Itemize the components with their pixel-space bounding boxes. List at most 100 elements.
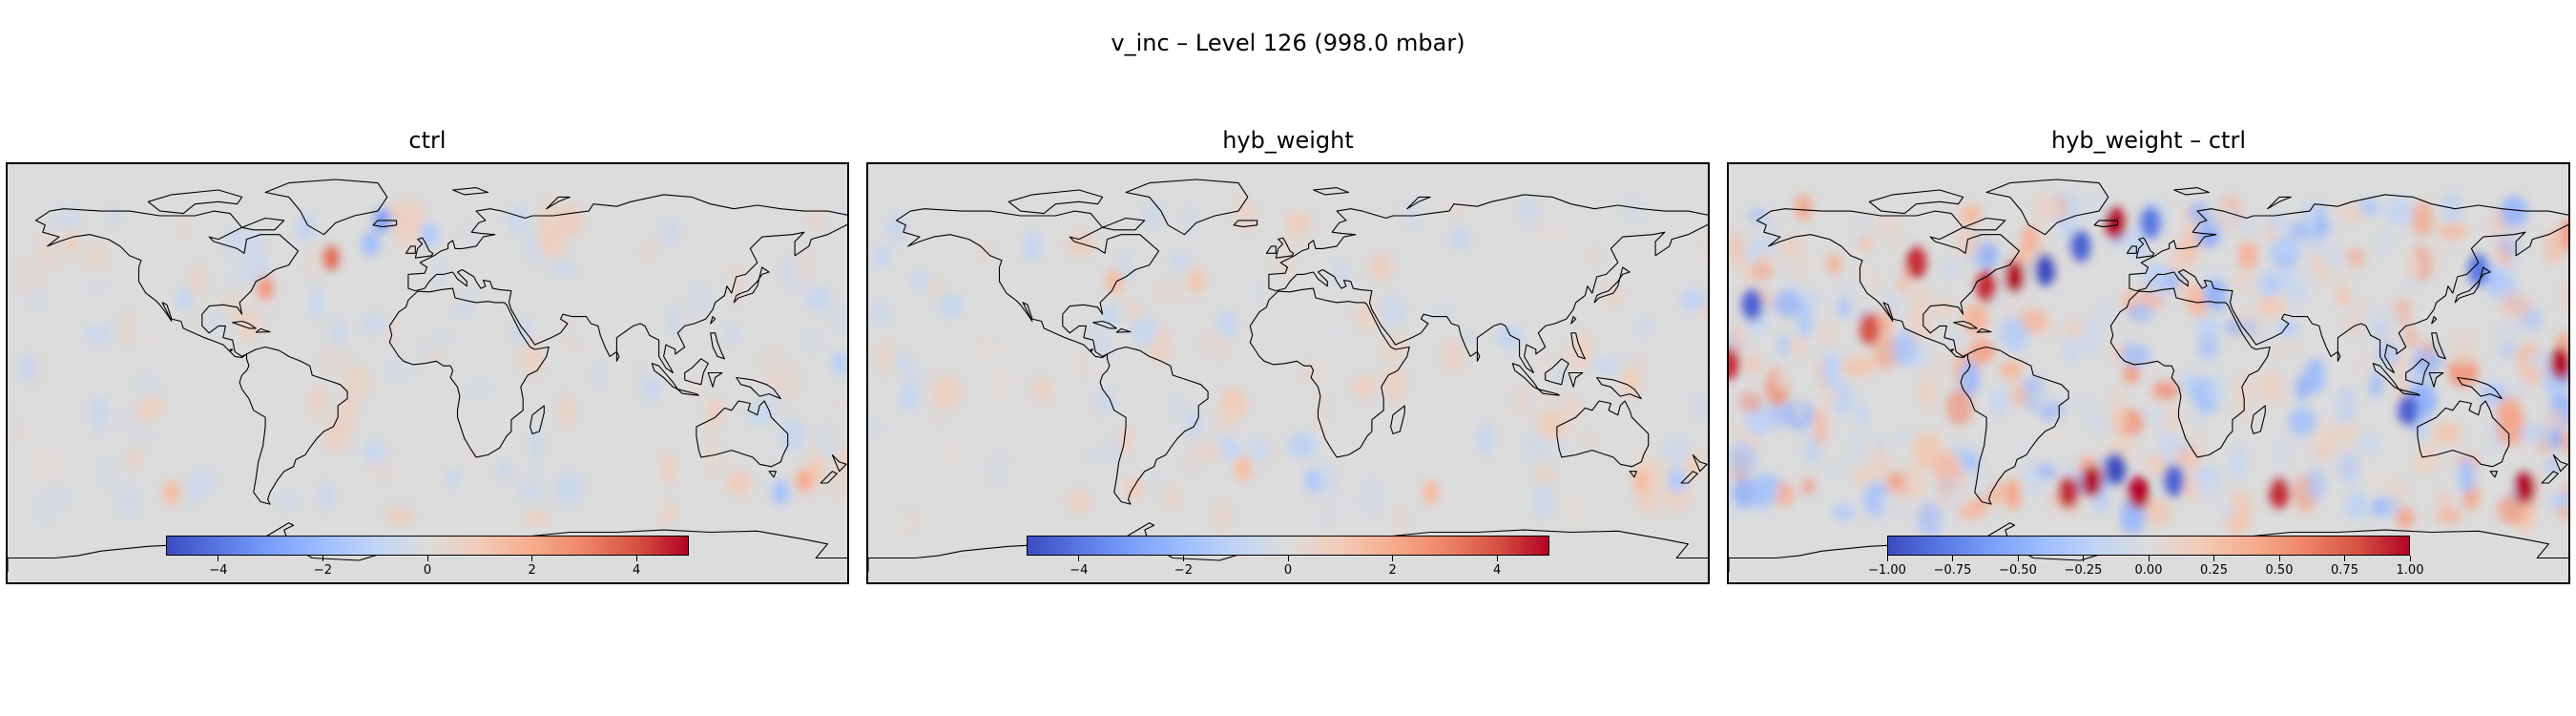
field-blob: [924, 278, 951, 297]
field-blob: [438, 290, 464, 308]
colorbar-gradient: [166, 536, 689, 556]
field-blob: [1774, 237, 1805, 255]
field-blob: [319, 480, 335, 512]
field-blob: [2207, 200, 2234, 233]
field-blob: [708, 503, 726, 532]
field-blob: [1403, 195, 1419, 233]
field-blob: [522, 509, 551, 527]
coastline: [2173, 187, 2210, 196]
colorbar-tick-label: −1.00: [1868, 563, 1906, 578]
field-blob: [558, 202, 582, 238]
field-blob: [875, 341, 894, 376]
field-blob: [2504, 313, 2523, 344]
field-blob: [1588, 246, 1602, 264]
field-blob: [2411, 448, 2441, 476]
coastline: [1511, 363, 1539, 390]
field-blob: [2187, 284, 2209, 317]
field-blob: [2303, 358, 2327, 393]
field-blob: [1316, 346, 1345, 383]
field-blob: [447, 469, 460, 488]
field-blob: [459, 219, 473, 251]
field-blob: [176, 286, 194, 311]
colorbar-tick-label: −0.50: [1999, 563, 2037, 578]
field-blob: [1731, 419, 1747, 443]
field-blob: [197, 387, 222, 418]
field-blob: [1960, 359, 1980, 397]
field-blob: [2368, 463, 2394, 493]
field-blob: [120, 308, 134, 345]
field-blob: [223, 225, 254, 258]
field-blob: [1446, 401, 1471, 432]
anomaly-mark: [2128, 475, 2150, 509]
anomaly-mark: [795, 468, 813, 494]
colorbar-tick-label: −2: [1174, 563, 1193, 578]
coastline: [1868, 189, 1964, 215]
field-blob: [31, 448, 61, 481]
coastline-antarctica: [8, 522, 847, 573]
field-blob: [830, 305, 847, 336]
field-blob: [2497, 495, 2524, 524]
field-blob: [692, 371, 707, 405]
field-blob: [1032, 377, 1052, 402]
anomaly-mark: [2467, 253, 2489, 286]
coastline: [2093, 220, 2119, 228]
colorbar-gradient: [1027, 536, 1549, 556]
coastline: [2457, 376, 2503, 400]
coastline: [2251, 405, 2266, 434]
coastline: [546, 196, 571, 210]
coastline: [239, 346, 348, 505]
field-blob: [2399, 424, 2412, 441]
field-blob: [1215, 310, 1238, 338]
coastline: [264, 179, 388, 236]
field-blob: [256, 311, 270, 335]
field-blob: [135, 402, 156, 422]
field-blob: [127, 447, 141, 468]
field-blob: [116, 411, 142, 432]
field-blob: [2159, 431, 2176, 462]
field-blob: [1750, 262, 1774, 282]
field-blob: [1828, 477, 1849, 509]
field-blob: [1621, 194, 1644, 225]
coastline: [1008, 189, 1104, 215]
field-blob: [2496, 395, 2523, 426]
field-blob: [1797, 303, 1813, 339]
field-blob: [2458, 457, 2475, 495]
anomaly-mark: [322, 245, 340, 271]
field-blob: [2543, 228, 2565, 266]
field-blob: [2240, 211, 2258, 240]
field-blob: [539, 224, 566, 259]
field-blob: [1440, 337, 1465, 372]
anomaly-mark: [162, 479, 180, 505]
field-blob: [2224, 318, 2244, 337]
anomaly-mark: [1729, 347, 1739, 380]
field-blob: [1633, 315, 1653, 337]
field-blob: [107, 206, 120, 227]
coastline: [1406, 196, 1431, 210]
field-blob: [1330, 316, 1355, 345]
field-blob: [2372, 497, 2387, 517]
field-blob: [520, 341, 545, 375]
anomaly-mark: [830, 350, 847, 376]
coastline: [2489, 471, 2498, 478]
field-blob: [2079, 319, 2103, 357]
panel-title: hyb_weight – ctrl: [2051, 127, 2246, 154]
field-blob: [1380, 200, 1410, 225]
field-blob: [2010, 383, 2029, 408]
coastline: [2129, 194, 2568, 374]
field-blob: [1848, 210, 1866, 242]
coastline: [229, 348, 234, 352]
colorbar-tick-label: −0.75: [1933, 563, 1972, 578]
field-blob: [2141, 404, 2167, 422]
field-blob: [1285, 211, 1311, 235]
field-blob: [515, 483, 542, 501]
field-blob: [2396, 507, 2415, 529]
field-blob: [779, 418, 805, 453]
field-blob: [903, 365, 925, 398]
anomaly-mark: [1905, 246, 1927, 280]
field-blob: [1905, 464, 1927, 500]
field-blob: [2067, 391, 2096, 414]
field-blob: [2174, 449, 2196, 466]
field-blob: [1066, 233, 1096, 256]
field-blob: [2437, 489, 2452, 519]
field-blob: [1496, 325, 1523, 350]
